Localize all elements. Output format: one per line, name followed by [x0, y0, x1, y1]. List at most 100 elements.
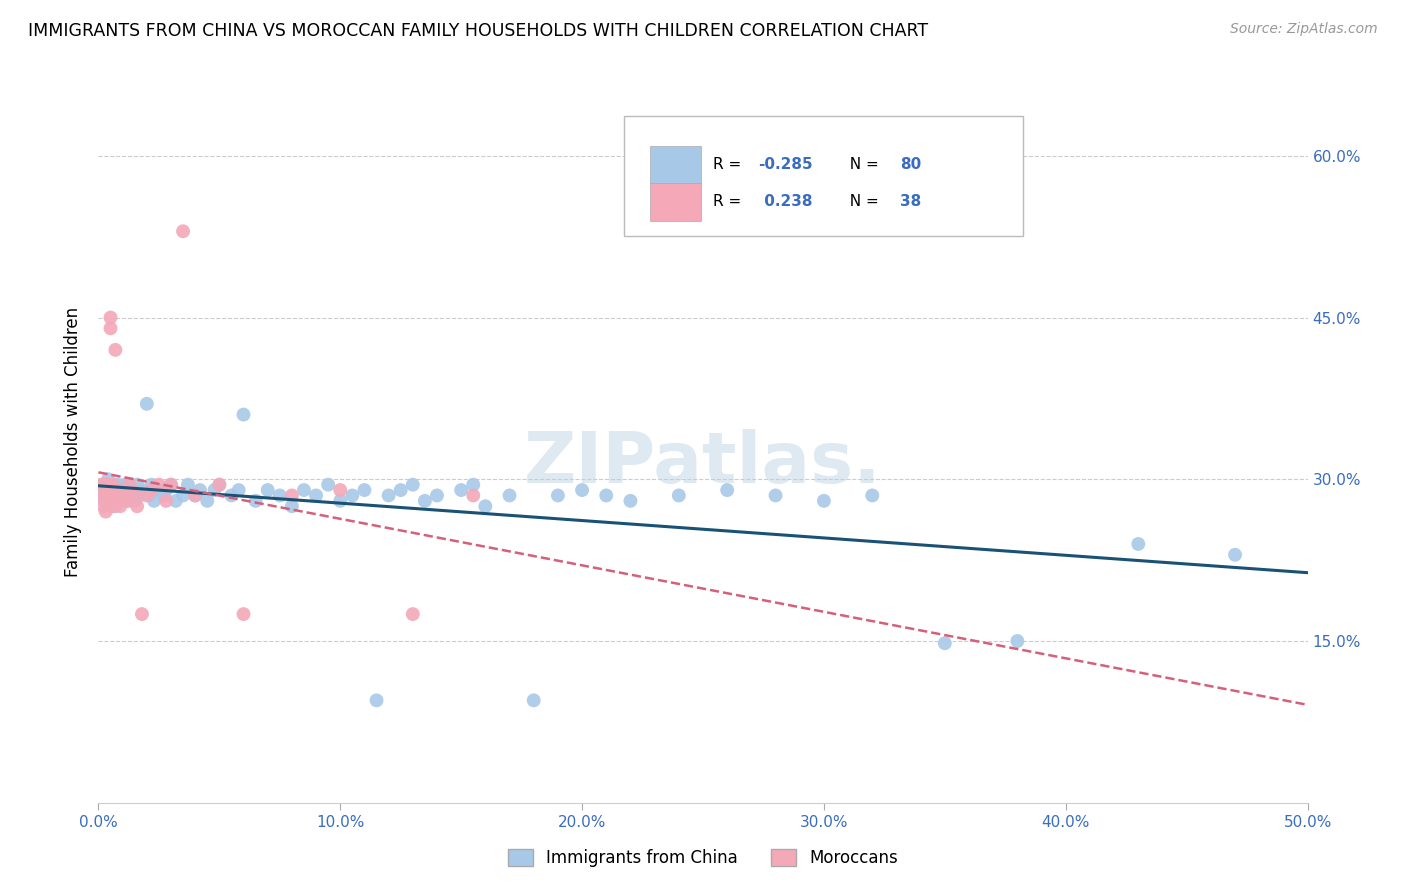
Point — [118, 488, 141, 502]
Point — [155, 483, 177, 497]
Text: 80: 80 — [900, 157, 921, 172]
Point — [232, 408, 254, 422]
Point — [402, 607, 425, 621]
Point — [245, 493, 267, 508]
Point — [118, 477, 141, 491]
Point — [90, 477, 112, 491]
Point — [90, 483, 112, 497]
Point — [413, 493, 436, 508]
Point — [221, 488, 243, 502]
Point — [111, 483, 134, 497]
Text: 38: 38 — [900, 194, 921, 210]
Y-axis label: Family Households with Children: Family Households with Children — [65, 307, 83, 576]
Point — [1007, 634, 1029, 648]
Point — [91, 483, 114, 497]
Point — [342, 488, 364, 502]
Point — [188, 483, 211, 497]
Point — [232, 607, 254, 621]
Point — [353, 483, 375, 497]
Point — [426, 488, 449, 502]
Point — [141, 477, 163, 491]
Point — [101, 500, 124, 514]
Point — [100, 321, 122, 335]
Point — [463, 488, 485, 502]
Point — [377, 488, 399, 502]
Point — [498, 488, 520, 502]
Point — [97, 493, 120, 508]
Point — [160, 477, 183, 491]
Point — [316, 477, 339, 491]
Text: ZIPatlas.: ZIPatlas. — [524, 429, 882, 498]
Point — [94, 488, 117, 502]
Point — [94, 493, 117, 508]
Point — [813, 493, 835, 508]
Point — [100, 488, 122, 502]
Point — [124, 488, 146, 502]
Point — [94, 505, 117, 519]
Point — [281, 488, 304, 502]
Point — [152, 488, 174, 502]
Point — [184, 488, 207, 502]
Point — [571, 483, 593, 497]
Point — [101, 477, 124, 491]
Point — [117, 493, 139, 508]
Point — [104, 500, 127, 514]
Point — [94, 477, 117, 491]
Point — [523, 693, 546, 707]
Point — [107, 488, 129, 502]
Point — [305, 488, 328, 502]
Point — [716, 483, 738, 497]
Point — [177, 477, 200, 491]
Point — [463, 477, 485, 491]
Point — [160, 477, 183, 491]
Point — [389, 483, 412, 497]
Point — [547, 488, 569, 502]
Text: -0.285: -0.285 — [759, 157, 813, 172]
Point — [100, 483, 122, 497]
Point — [107, 483, 129, 497]
Point — [107, 477, 129, 491]
Text: N =: N = — [839, 194, 883, 210]
Text: Source: ZipAtlas.com: Source: ZipAtlas.com — [1230, 22, 1378, 37]
Point — [208, 477, 231, 491]
Point — [97, 472, 120, 486]
Point — [292, 483, 315, 497]
Point — [91, 477, 114, 491]
Point — [101, 488, 124, 502]
Point — [1128, 537, 1150, 551]
Point — [104, 488, 127, 502]
Point — [329, 483, 352, 497]
Point — [104, 483, 127, 497]
Point — [127, 477, 149, 491]
Point — [595, 488, 617, 502]
Point — [108, 493, 131, 508]
Point — [366, 693, 388, 707]
Point — [450, 483, 472, 497]
Point — [135, 397, 157, 411]
Point — [90, 488, 112, 502]
Point — [148, 477, 170, 491]
Point — [208, 477, 231, 491]
Point — [172, 224, 194, 238]
Point — [402, 477, 425, 491]
Point — [128, 488, 150, 502]
Point — [143, 493, 166, 508]
Point — [172, 488, 194, 502]
FancyBboxPatch shape — [624, 116, 1024, 235]
Point — [281, 500, 304, 514]
Legend: Immigrants from China, Moroccans: Immigrants from China, Moroccans — [501, 842, 905, 874]
Text: N =: N = — [839, 157, 883, 172]
Point — [256, 483, 278, 497]
Point — [121, 483, 143, 497]
Point — [619, 493, 641, 508]
Point — [934, 636, 956, 650]
Text: IMMIGRANTS FROM CHINA VS MOROCCAN FAMILY HOUSEHOLDS WITH CHILDREN CORRELATION CH: IMMIGRANTS FROM CHINA VS MOROCCAN FAMILY… — [28, 22, 928, 40]
Point — [228, 483, 250, 497]
Point — [100, 310, 122, 325]
Point — [111, 488, 134, 502]
Point — [668, 488, 690, 502]
Point — [114, 483, 136, 497]
Point — [269, 488, 291, 502]
Point — [117, 493, 139, 508]
Point — [97, 477, 120, 491]
